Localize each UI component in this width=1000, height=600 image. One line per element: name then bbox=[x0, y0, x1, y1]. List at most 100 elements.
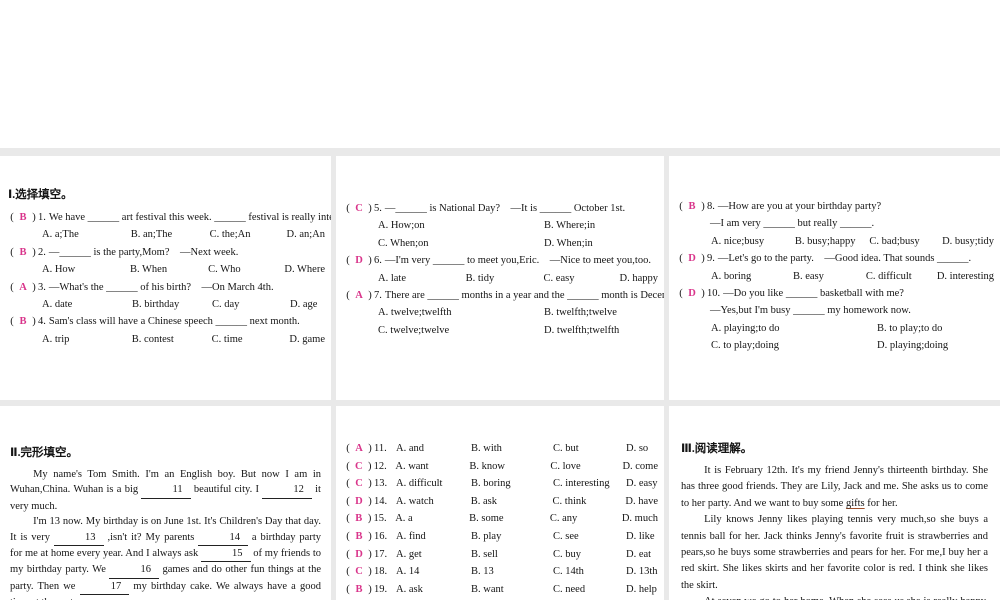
bracket-close: ) bbox=[368, 583, 372, 595]
answer-letter: B bbox=[19, 316, 27, 328]
answer-letter: B bbox=[19, 246, 27, 258]
option-b: B. with bbox=[471, 443, 502, 454]
option-b: B. play bbox=[471, 530, 502, 542]
slide-choice-questions-1-4[interactable]: Ⅰ.选择填空。 (B) 1. We have ______ art festival… bbox=[0, 156, 331, 400]
question-text: —Let's go to the party. —Good idea. That… bbox=[717, 253, 972, 265]
cloze-option-row-12: (C) 12. A. want B. know C. love D. come bbox=[344, 458, 658, 476]
reading-paragraph-3: At seven,we go to her home. When she see… bbox=[681, 594, 988, 600]
bracket-close: ) bbox=[701, 201, 705, 212]
answer-letter: B bbox=[19, 212, 27, 223]
options-grid: A. How;on B. Where;in C. When;on D. When;in bbox=[344, 217, 658, 252]
question-text: —I am very ______ but really ______. bbox=[710, 218, 875, 230]
option-c: C. time bbox=[211, 333, 243, 345]
slide-choice-questions-8-10[interactable]: (B) 8. —How are you at your birthday party… bbox=[669, 156, 1000, 400]
question-number: 6. bbox=[374, 255, 382, 267]
bracket-open: ( bbox=[346, 530, 350, 542]
option-a: A. twelve;twelfth bbox=[378, 307, 452, 319]
question-number: 19. bbox=[374, 583, 388, 595]
bracket-close: ) bbox=[368, 478, 372, 490]
cloze-option-row-16: (B) 16. A. find B. play C. see D. like bbox=[344, 528, 658, 546]
question-number: 2. bbox=[38, 246, 46, 258]
answer-letter: C bbox=[355, 203, 363, 214]
options-grid: A. playing;to do B. to play;to do C. to pl… bbox=[677, 320, 994, 355]
option-c: C. When;on bbox=[378, 237, 429, 249]
question-text: —Yes,but I'm busy ______ my homework now… bbox=[710, 305, 911, 317]
cloze-option-row-15: (B) 15. A. a B. some C. any D. much bbox=[344, 510, 658, 528]
slide-choice-questions-5-7[interactable]: (C) 5. —______ is National Day? —It is ___… bbox=[336, 156, 664, 400]
option-c: C. day bbox=[212, 299, 240, 311]
bracket-open: ( bbox=[346, 443, 350, 454]
question-number: 13. bbox=[374, 478, 388, 490]
bracket-open: ( bbox=[346, 255, 350, 267]
cloze-option-row-13: (C) 13. A. difficult B. boring C. interestin… bbox=[344, 475, 658, 493]
bracket-close: ) bbox=[368, 548, 372, 560]
bracket-close: ) bbox=[701, 288, 705, 300]
option-a: A. a;The bbox=[42, 229, 79, 241]
question-7: (A) 7. There are ______ months in a year a… bbox=[344, 287, 664, 304]
option-b: B. contest bbox=[131, 333, 174, 345]
bracket-open: ( bbox=[346, 203, 350, 214]
option-c: C. to play;doing bbox=[711, 340, 779, 352]
bracket-open: ( bbox=[346, 548, 350, 560]
option-a: A. ask bbox=[396, 583, 423, 595]
bracket-close: ) bbox=[368, 255, 372, 267]
option-d: D. When;in bbox=[544, 237, 593, 249]
bracket-open: ( bbox=[10, 281, 14, 293]
option-c: C. the;An bbox=[209, 229, 251, 241]
slide-cloze-options[interactable]: (A) 11. A. and B. with C. but D. so (C) 12. A. … bbox=[336, 406, 664, 600]
question-10: (D) 10. —Do you like ______ basketball wit… bbox=[677, 285, 994, 302]
question-number: 4. bbox=[38, 316, 46, 328]
section-heading-cloze: Ⅱ.完形填空。 bbox=[10, 447, 78, 459]
answer-letter: D bbox=[355, 548, 363, 560]
question-number: 10. bbox=[707, 288, 721, 300]
bracket-close: ) bbox=[367, 460, 372, 472]
option-c: C. love bbox=[550, 460, 581, 472]
option-b: B. birthday bbox=[132, 299, 180, 311]
option-c: C. need bbox=[553, 583, 586, 595]
answer-letter: B bbox=[688, 201, 696, 212]
option-d: D. help bbox=[626, 583, 657, 595]
bracket-open: ( bbox=[346, 495, 350, 507]
option-a: A. nice;busy bbox=[711, 235, 765, 247]
option-a: A. a bbox=[395, 513, 413, 525]
option-d: D. easy bbox=[626, 478, 658, 490]
answer-letter: D bbox=[688, 253, 696, 265]
bracket-close: ) bbox=[368, 203, 372, 214]
answer-letter: D bbox=[355, 255, 363, 267]
cloze-paragraph-1: My name's Tom Smith. I'm an English boy.… bbox=[10, 469, 321, 512]
question-2: (B) 2. —______ is the party,Mom? —Next wee… bbox=[8, 244, 325, 261]
bracket-close: ) bbox=[701, 253, 705, 265]
options-row: A. date B. birthday C. day D. age bbox=[8, 296, 325, 313]
answer-letter: C bbox=[355, 566, 363, 578]
slide-cloze-passage[interactable]: Ⅱ.完形填空。 My name's Tom Smith. I'm an Engl… bbox=[0, 406, 331, 600]
option-d: D. an;An bbox=[286, 229, 326, 241]
option-d: D. eat bbox=[626, 548, 652, 560]
answer-letter: A bbox=[355, 443, 363, 454]
bracket-open: ( bbox=[10, 316, 14, 328]
question-8-reply: —I am very ______ but really ______. bbox=[677, 215, 994, 232]
option-d: D. come bbox=[622, 460, 659, 472]
cloze-option-row-18: (C) 18. A. 14 B. 13 C. 14th D. 13th bbox=[344, 563, 658, 581]
question-number: 15. bbox=[373, 513, 387, 525]
options-row: A. late B. tidy C. easy D. happy bbox=[344, 270, 658, 287]
question-text: —I'm very ______ to meet you,Eric. —Nice… bbox=[384, 255, 651, 267]
option-a: A. find bbox=[396, 530, 426, 542]
slide-reading-comprehension[interactable]: Ⅲ.阅读理解。 It is February 12th. It's my fri… bbox=[669, 406, 1000, 600]
bracket-close: ) bbox=[32, 212, 36, 223]
option-c: C. twelve;twelve bbox=[378, 324, 450, 336]
option-a: A. How bbox=[42, 264, 76, 276]
question-number: 18. bbox=[374, 566, 388, 578]
option-a: A. date bbox=[42, 299, 73, 311]
options-row: A. trip B. contest C. time D. game bbox=[8, 331, 325, 348]
question-5: (C) 5. —______ is National Day? —It is ___… bbox=[344, 200, 658, 217]
bracket-open: ( bbox=[346, 513, 350, 525]
answer-letter: A bbox=[19, 281, 27, 293]
option-a: A. watch bbox=[395, 495, 434, 507]
question-number: 7. bbox=[374, 290, 382, 302]
bracket-close: ) bbox=[368, 566, 372, 578]
question-text: —______ is National Day? —It is ______ O… bbox=[384, 203, 626, 214]
question-number: 16. bbox=[374, 530, 388, 542]
option-c: C. easy bbox=[543, 272, 575, 284]
answer-letter: A bbox=[355, 290, 363, 302]
option-a: A. trip bbox=[42, 333, 70, 345]
